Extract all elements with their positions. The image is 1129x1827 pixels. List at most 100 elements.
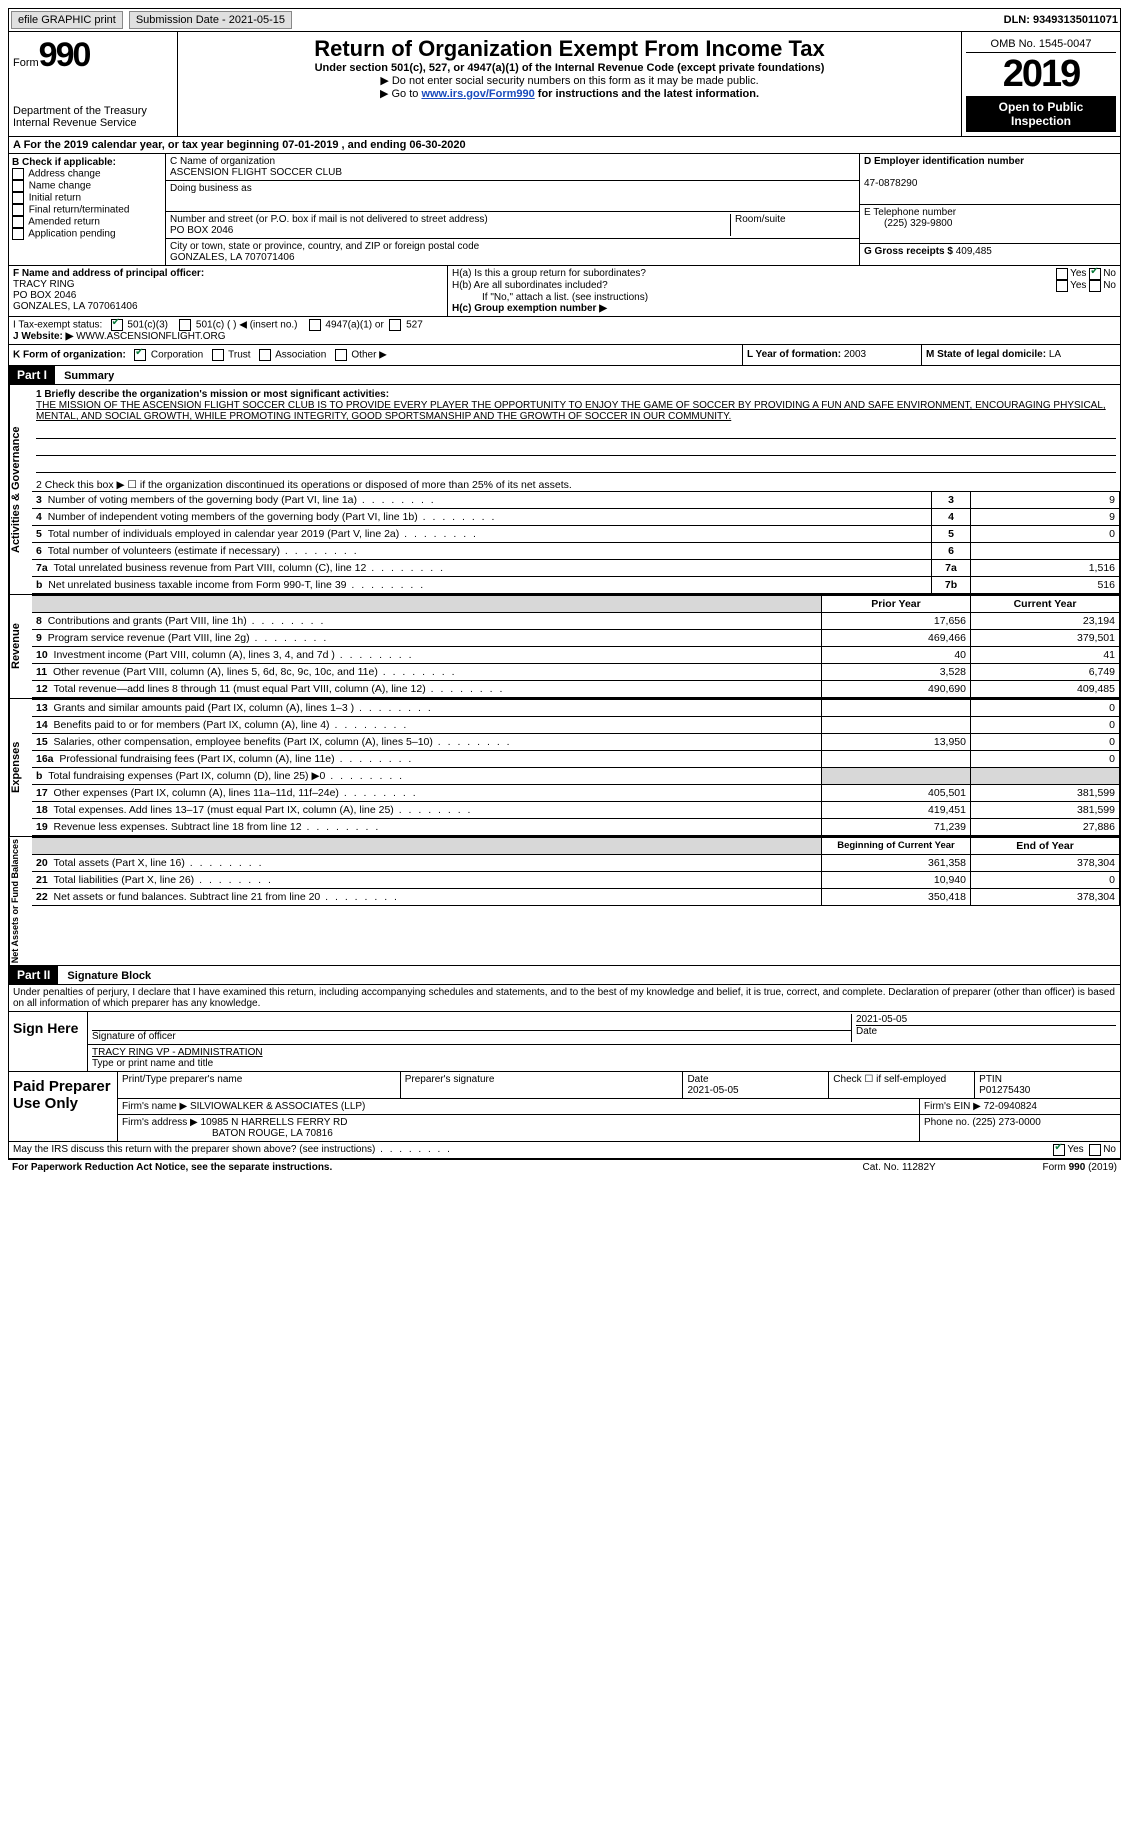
table-row: 9 Program service revenue (Part VIII, li… xyxy=(32,630,1120,647)
chk-application-pending[interactable] xyxy=(12,228,24,240)
chk-ha-yes[interactable] xyxy=(1056,268,1068,280)
officer-addr1: PO BOX 2046 xyxy=(13,290,76,301)
part2-header: Part II Signature Block xyxy=(8,966,1121,985)
chk-hb-yes[interactable] xyxy=(1056,280,1068,292)
table-row: 13 Grants and similar amounts paid (Part… xyxy=(32,700,1120,717)
i-label: I Tax-exempt status: xyxy=(13,320,102,331)
prep-sig-label: Preparer's signature xyxy=(405,1074,495,1085)
eoy-hdr: End of Year xyxy=(1016,840,1074,852)
lbl-address-change: Address change xyxy=(28,169,100,180)
form-prefix: Form xyxy=(13,57,39,69)
firm-addr1: 10985 N HARRELLS FERRY RD xyxy=(201,1117,348,1128)
chk-hb-no[interactable] xyxy=(1089,280,1101,292)
chk-amended-return[interactable] xyxy=(12,216,24,228)
chk-4947[interactable] xyxy=(309,319,321,331)
m-value: LA xyxy=(1049,349,1061,360)
table-row: 8 Contributions and grants (Part VIII, l… xyxy=(32,613,1120,630)
table-row: 15 Salaries, other compensation, employe… xyxy=(32,734,1120,751)
submission-date-button[interactable]: Submission Date - 2021-05-15 xyxy=(129,11,292,29)
gross-label: G Gross receipts $ xyxy=(864,246,953,257)
discuss-question: May the IRS discuss this return with the… xyxy=(13,1144,1053,1156)
lbl-name-change: Name change xyxy=(29,181,91,192)
preparer-block: Paid Preparer Use Only Print/Type prepar… xyxy=(8,1072,1121,1142)
chk-ha-no[interactable] xyxy=(1089,268,1101,280)
hb-no: No xyxy=(1103,280,1116,292)
prep-name-label: Print/Type preparer's name xyxy=(122,1074,242,1085)
prep-selfemp-label: Check ☐ if self-employed xyxy=(833,1074,946,1085)
ha-no: No xyxy=(1103,268,1116,280)
chk-association[interactable] xyxy=(259,349,271,361)
table-row: 20 Total assets (Part X, line 16)361,358… xyxy=(32,855,1120,872)
i-501c3: 501(c)(3) xyxy=(127,320,168,331)
sign-date-label: Date xyxy=(856,1025,1116,1037)
c-name-label: C Name of organization xyxy=(170,156,275,167)
table-row: 12 Total revenue—add lines 8 through 11 … xyxy=(32,681,1120,698)
form-header: Form990 Department of the Treasury Inter… xyxy=(8,32,1121,137)
chk-discuss-no[interactable] xyxy=(1089,1144,1101,1156)
chk-501c3[interactable] xyxy=(111,319,123,331)
mission-text: THE MISSION OF THE ASCENSION FLIGHT SOCC… xyxy=(36,400,1106,422)
chk-corporation[interactable] xyxy=(134,349,146,361)
ein-value: 47-0878290 xyxy=(864,178,917,189)
mission-blank-1 xyxy=(36,424,1116,439)
org-name: ASCENSION FLIGHT SOCCER CLUB xyxy=(170,167,342,178)
b-label: B Check if applicable: xyxy=(12,157,116,168)
irs-link[interactable]: www.irs.gov/Form990 xyxy=(421,88,534,100)
section-d: D Employer identification number47-08782… xyxy=(859,154,1120,265)
discuss-line: May the IRS discuss this return with the… xyxy=(8,1142,1121,1159)
l-label: L Year of formation: xyxy=(747,349,841,360)
table-row: 6 Total number of volunteers (estimate i… xyxy=(32,543,1120,560)
boy-hdr: Beginning of Current Year xyxy=(837,840,955,851)
year-header-row: Prior Year Current Year xyxy=(32,596,1120,613)
l-value: 2003 xyxy=(844,349,866,360)
table-row: 11 Other revenue (Part VIII, column (A),… xyxy=(32,664,1120,681)
lbl-initial-return: Initial return xyxy=(29,193,81,204)
chk-501c[interactable] xyxy=(179,319,191,331)
header-middle: Return of Organization Exempt From Incom… xyxy=(178,32,961,136)
chk-address-change[interactable] xyxy=(12,168,24,180)
table-row: 17 Other expenses (Part IX, column (A), … xyxy=(32,785,1120,802)
preparer-label: Paid Preparer Use Only xyxy=(9,1072,118,1141)
chk-initial-return[interactable] xyxy=(12,192,24,204)
vlabel-revenue: Revenue xyxy=(9,595,32,698)
curr-year-hdr: Current Year xyxy=(1014,598,1077,610)
org-city: GONZALES, LA 707071406 xyxy=(170,252,295,263)
city-label: City or town, state or province, country… xyxy=(170,241,479,252)
officer-sig-name: TRACY RING VP - ADMINISTRATION xyxy=(92,1047,1116,1058)
chk-527[interactable] xyxy=(389,319,401,331)
identity-block: B Check if applicable: Address change Na… xyxy=(8,154,1121,266)
m-label: M State of legal domicile: xyxy=(926,349,1046,360)
lbl-app-pending: Application pending xyxy=(28,229,115,240)
room-label: Room/suite xyxy=(735,214,786,225)
section-c: C Name of organizationASCENSION FLIGHT S… xyxy=(166,154,859,265)
dept-irs: Internal Revenue Service xyxy=(13,117,173,129)
netassets-section: Net Assets or Fund Balances Beginning of… xyxy=(8,837,1121,966)
chk-discuss-yes[interactable] xyxy=(1053,1144,1065,1156)
gross-value: 409,485 xyxy=(956,246,992,257)
table-row: 4 Number of independent voting members o… xyxy=(32,509,1120,526)
firm-phone-label: Phone no. xyxy=(924,1117,970,1128)
section-klm: K Form of organization: Corporation Trus… xyxy=(8,345,1121,366)
chk-trust[interactable] xyxy=(212,349,224,361)
table-row: 3 Number of voting members of the govern… xyxy=(32,492,1120,509)
chk-name-change[interactable] xyxy=(12,180,24,192)
f-label: F Name and address of principal officer: xyxy=(13,268,204,279)
vlabel-governance: Activities & Governance xyxy=(9,385,32,594)
k-corp: Corporation xyxy=(151,350,203,361)
table-row: 21 Total liabilities (Part X, line 26)10… xyxy=(32,872,1120,889)
open-to-public: Open to Public Inspection xyxy=(966,96,1116,132)
efile-print-button[interactable]: efile GRAPHIC print xyxy=(11,11,123,29)
section-f: F Name and address of principal officer:… xyxy=(9,266,448,316)
j-label: J Website: ▶ xyxy=(13,331,73,342)
ssn-warning: ▶ Do not enter social security numbers o… xyxy=(182,74,957,87)
chk-final-return[interactable] xyxy=(12,204,24,216)
sign-date: 2021-05-05 xyxy=(856,1014,1116,1025)
chk-other[interactable] xyxy=(335,349,347,361)
topbar: efile GRAPHIC print Submission Date - 20… xyxy=(8,8,1121,32)
mission-label: 1 Briefly describe the organization's mi… xyxy=(36,389,389,400)
hb-note: If "No," attach a list. (see instruction… xyxy=(452,292,1116,303)
table-row: 19 Revenue less expenses. Subtract line … xyxy=(32,819,1120,836)
table-row: b Net unrelated business taxable income … xyxy=(32,577,1120,594)
k-assoc: Association xyxy=(275,350,326,361)
nab-header-row: Beginning of Current Year End of Year xyxy=(32,838,1120,855)
